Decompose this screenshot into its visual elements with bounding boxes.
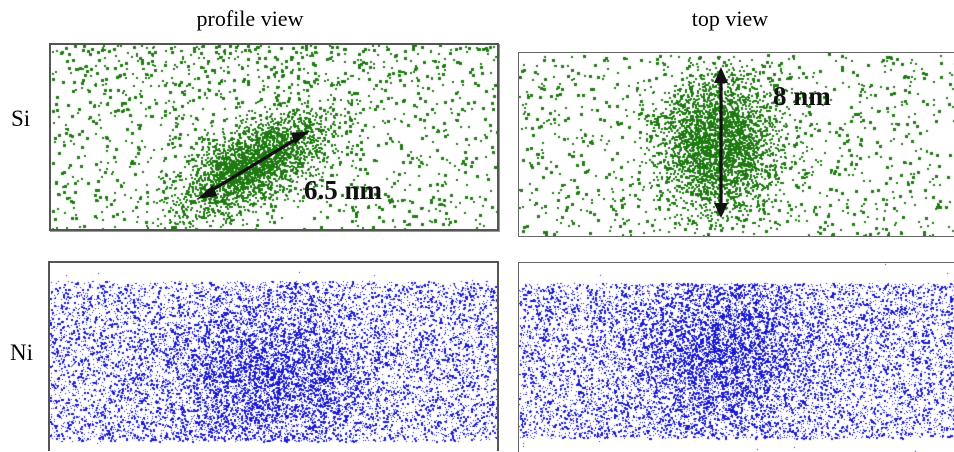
ni-top-atom-map — [519, 263, 954, 452]
si-profile-panel: 6.5 nm — [49, 43, 499, 231]
si-profile-size-label: 6.5 nm — [304, 175, 383, 205]
profile-view-title: profile view — [196, 6, 304, 31]
ni-row-label: Ni — [10, 340, 33, 365]
si-top-atom-map — [519, 53, 954, 236]
si-row-label: Si — [11, 106, 31, 131]
si-top-measure-arrow — [714, 67, 728, 218]
si-top-size-label: 8 nm — [773, 81, 831, 111]
ni-profile-atom-map — [50, 263, 497, 451]
si-profile-measure-arrow — [197, 131, 310, 199]
ni-top-panel — [518, 262, 954, 452]
top-view-title: top view — [691, 6, 769, 31]
si-profile-atom-map — [51, 45, 497, 229]
ni-profile-panel — [48, 261, 499, 451]
si-top-panel: 8 nm — [518, 52, 954, 237]
